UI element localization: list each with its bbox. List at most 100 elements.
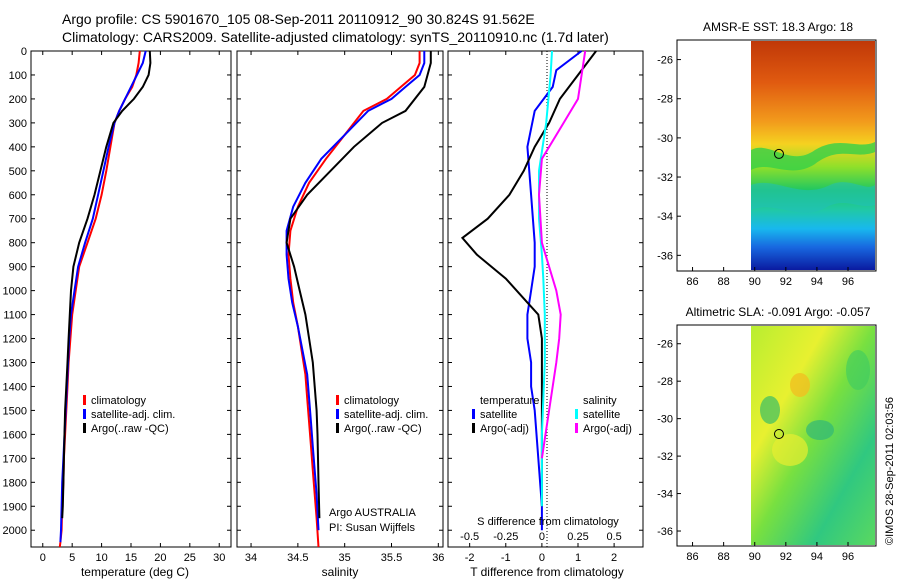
y-tick-label: 700	[9, 214, 27, 226]
legend-swatch-climatology	[83, 395, 86, 405]
legend-swatch-satellite	[336, 409, 339, 419]
salinity-panel: 34 34.5 35 35.5 36 climatology satellite-adj…	[236, 50, 444, 579]
difference-ticks: -2 -1 0 1 2 -0.5 -0.25 0 0.25 0.5	[448, 50, 643, 564]
map-y-tick-label: -32	[657, 451, 673, 463]
sla-anomaly-low	[806, 420, 834, 440]
legend-title-salinity: salinity	[583, 395, 617, 407]
map-x-tick-label: 88	[718, 276, 730, 288]
y-tick-label: 0	[21, 46, 27, 58]
salinity-annotation-program: Argo AUSTRALIA	[329, 507, 416, 519]
y-tick-label: 1600	[3, 429, 27, 441]
y-tick-label: 600	[9, 190, 27, 202]
temperature-legend: climatology satellite-adj. clim. Argo(..…	[83, 395, 175, 435]
difference-lines	[460, 50, 597, 531]
x-tick-label: 5	[69, 552, 75, 564]
sst-map-panel: AMSR-E SST: 18.3 Argo: 18 86 88 90 92 94 96 -2…	[657, 20, 877, 288]
sla-anomaly-low	[760, 396, 780, 424]
y-tick-label: 2000	[3, 525, 27, 537]
x-tick-label: 10	[95, 552, 107, 564]
x-tick-label: 25	[184, 552, 196, 564]
argo-position-marker	[773, 148, 784, 159]
y-tick-label: 1900	[3, 501, 27, 513]
legend-label-climatology: climatology	[344, 395, 400, 407]
sla-map-panel: Altimetric SLA: -0.091 Argo: -0.057 86 88…	[657, 305, 877, 563]
x-tick-label: 1	[575, 552, 581, 564]
legend-label-argo: Argo(..raw -QC)	[91, 423, 169, 435]
map-y-tick-label: -34	[657, 489, 673, 501]
imos-stamp-text: ©IMOS 28-Sep-2011 02:03:56	[884, 397, 896, 545]
series-line-climatology	[287, 51, 421, 548]
x-tick-label: 2	[611, 552, 617, 564]
temperature-ticks: 0 5 10 15 20 25 300100200300400500600700800900…	[3, 46, 231, 564]
x-tick-label: 30	[213, 552, 225, 564]
x-tick-label: 0	[40, 552, 46, 564]
x-tick-label: -2	[465, 552, 475, 564]
x-tick-label: 35	[339, 552, 351, 564]
map-y-tick-label: -30	[657, 414, 673, 426]
sst-map-title: AMSR-E SST: 18.3 Argo: 18	[703, 20, 853, 34]
y-tick-label: 1300	[3, 357, 27, 369]
sst-map-ticks: 86 88 90 92 94 96 -26 -28 -30 -32 -34 -36	[657, 55, 854, 288]
legend-swatch-t-argo	[472, 423, 475, 433]
sla-map-title: Altimetric SLA: -0.091 Argo: -0.057	[686, 305, 871, 319]
y-tick-label: 1800	[3, 477, 27, 489]
sla-anomaly-low	[846, 350, 870, 390]
y-tick-label: 800	[9, 238, 27, 250]
x-tick-label: 0	[539, 552, 545, 564]
legend-swatch-argo	[336, 423, 339, 433]
map-y-tick-label: -30	[657, 133, 673, 145]
argo-position-marker	[773, 429, 784, 440]
y-tick-label: 200	[9, 94, 27, 106]
legend-label-argo: Argo(..raw -QC)	[344, 423, 422, 435]
map-y-tick-label: -26	[657, 55, 673, 67]
salinity-ticks: 34 34.5 35 35.5 36	[237, 50, 444, 564]
legend-swatch-t-satellite	[472, 409, 475, 419]
series-line-s-argo-adj-	[537, 50, 587, 459]
legend-swatch-s-satellite	[575, 409, 578, 419]
map-x-tick-label: 92	[780, 551, 792, 563]
temperature-xlabel: temperature (deg C)	[81, 565, 189, 579]
map-x-tick-label: 88	[718, 551, 730, 563]
x-tick-label: 34.5	[287, 552, 308, 564]
map-x-tick-label: 86	[686, 551, 698, 563]
salinity-axes-frame	[236, 50, 444, 548]
map-x-tick-label: 94	[811, 551, 823, 563]
y-tick-label: 1500	[3, 405, 27, 417]
figure-title-line1: Argo profile: CS 5901670_105 08-Sep-2011…	[62, 11, 535, 27]
sst-front-band	[751, 142, 875, 171]
legend-label-s-argo: Argo(-adj)	[583, 423, 632, 435]
x-tick-label: 36	[432, 552, 444, 564]
sla-map-ticks: 86 88 90 92 94 96 -26 -28 -30 -32 -34 -36	[657, 339, 854, 563]
x-tick-label: -1	[501, 552, 511, 564]
imos-stamp: ©IMOS 28-Sep-2011 02:03:56	[882, 345, 896, 545]
series-line-satellite-adj-clim-	[59, 50, 147, 543]
y-tick-label: 100	[9, 70, 27, 82]
series-line-argo-raw-qc-	[285, 51, 432, 519]
series-line-argo-raw-qc-	[61, 50, 152, 519]
x-tick-label: 35.5	[381, 552, 402, 564]
salinity-xlabel: salinity	[322, 565, 359, 579]
legend-title-temperature: temperature	[480, 395, 539, 407]
figure-title-line2: Climatology: CARS2009. Satellite-adjuste…	[62, 29, 609, 45]
temperature-lines	[58, 50, 152, 548]
s-tick-label: 0.5	[606, 531, 621, 543]
y-tick-label: 1000	[3, 286, 27, 298]
map-y-tick-label: -28	[657, 376, 673, 388]
legend-label-satellite: satellite-adj. clim.	[344, 409, 428, 421]
legend-label-satellite: satellite-adj. clim.	[91, 409, 175, 421]
difference-xlabel: T difference from climatology	[470, 565, 624, 579]
s-tick-label: -0.5	[460, 531, 479, 543]
legend-label-t-argo: Argo(-adj)	[480, 423, 529, 435]
map-x-tick-label: 92	[780, 276, 792, 288]
x-tick-label: 15	[125, 552, 137, 564]
x-tick-label: 20	[154, 552, 166, 564]
legend-swatch-satellite	[83, 409, 86, 419]
legend-swatch-climatology	[336, 395, 339, 405]
salinity-legend: climatology satellite-adj. clim. Argo(..…	[336, 395, 428, 435]
map-y-tick-label: -28	[657, 94, 673, 106]
sla-anomaly-mid	[772, 434, 808, 466]
map-y-tick-label: -26	[657, 339, 673, 351]
map-y-tick-label: -36	[657, 250, 673, 262]
series-line-satellite-adj-clim-	[285, 51, 426, 531]
